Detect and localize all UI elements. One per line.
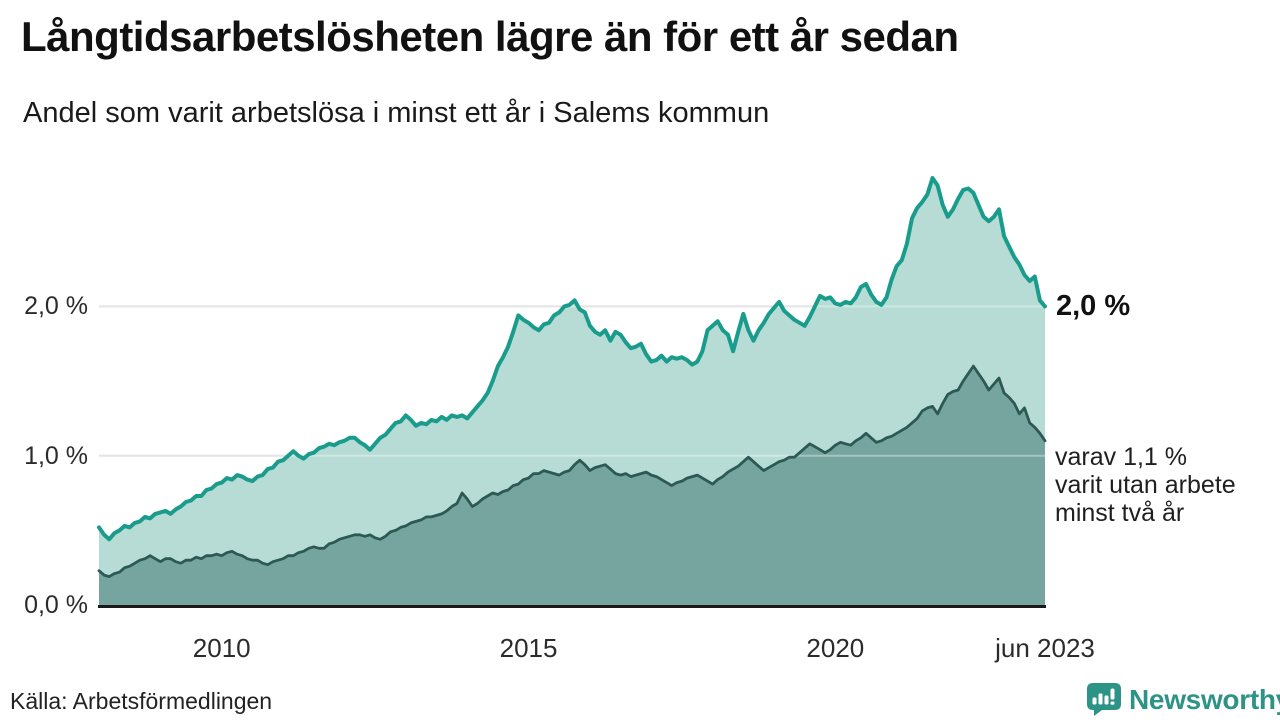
gridlines-overlay: [99, 305, 1045, 457]
end-label-two-year-line-3: minst två år: [1055, 499, 1185, 527]
line-unemployed-min-one-year: [97, 176, 1047, 542]
source-note: Källa: Arbetsförmedlingen: [10, 688, 273, 714]
y-axis-label-1,0%: 1,0 %: [24, 441, 88, 470]
chart-subtitle: Andel som varit arbetslösa i minst ett å…: [23, 97, 770, 129]
x-axis-label-2015: 2015: [499, 633, 558, 663]
y-axis-label-0,0%: 0,0 %: [24, 591, 88, 619]
newsworthy-logo-icon: [1087, 683, 1121, 716]
end-label-two-year-line-2: varit utan arbete: [1055, 471, 1236, 499]
newsworthy-brand[interactable]: Newsworthy: [1086, 682, 1280, 717]
chart-title: Långtidsarbetslösheten lägre än för ett …: [21, 13, 959, 60]
x-axis-label-2010: 2010: [192, 633, 251, 663]
newsworthy-logo-text: Newsworthy: [1129, 683, 1280, 715]
line-unemployed-min-two-years: [97, 364, 1047, 578]
end-label-total: 2,0 %: [1056, 290, 1131, 322]
y-axis-label-2,0%: 2,0 %: [24, 292, 88, 321]
x-axis-label-2020: 2020: [806, 633, 865, 663]
end-label-two-year-line-1: varav 1,1 %: [1055, 443, 1188, 471]
area-unemployed-min-two-years: [99, 366, 1045, 605]
x-axis-label-jun-2023: jun 2023: [995, 633, 1095, 663]
end-label-two-year: varav 1,1 % varit utan arbete minst två …: [1055, 443, 1236, 527]
